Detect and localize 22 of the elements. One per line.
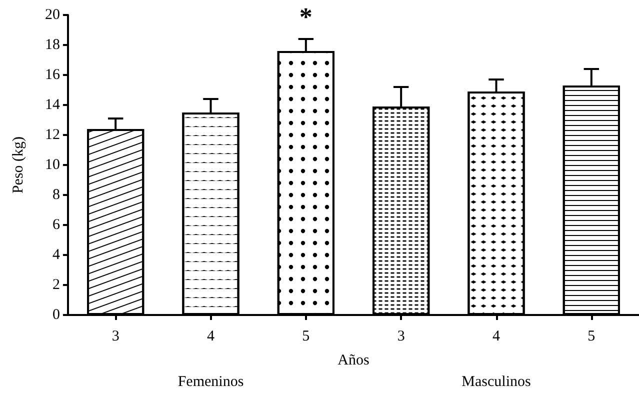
- y-tick-label: 6: [52, 217, 60, 233]
- y-tick-label: 2: [52, 277, 60, 293]
- x-tick-label: 3: [112, 328, 120, 344]
- text: Femeninos: [178, 374, 244, 390]
- x-tick-label: 5: [302, 328, 310, 344]
- y-tick-label: 14: [45, 97, 60, 113]
- x-tick-label: 5: [588, 328, 596, 344]
- annotation: *: [299, 2, 312, 32]
- y-tick-label: 18: [45, 37, 60, 53]
- y-tick-label: 12: [45, 127, 60, 143]
- x-tick-label: 4: [207, 328, 215, 344]
- x-tick-label: 4: [492, 328, 500, 344]
- y-tick-label: 8: [52, 187, 60, 203]
- y-tick-label: 0: [52, 307, 60, 323]
- y-tick-label: 10: [45, 157, 60, 173]
- y-tick-label: 16: [45, 67, 60, 83]
- text: Masculinos: [462, 374, 531, 390]
- y-tick-label: 20: [45, 7, 60, 23]
- x-tick-label: 3: [397, 328, 405, 344]
- y-axis-title: Peso (kg): [10, 136, 26, 194]
- y-tick-label: 4: [52, 247, 60, 263]
- x-axis-title: Años: [338, 352, 370, 368]
